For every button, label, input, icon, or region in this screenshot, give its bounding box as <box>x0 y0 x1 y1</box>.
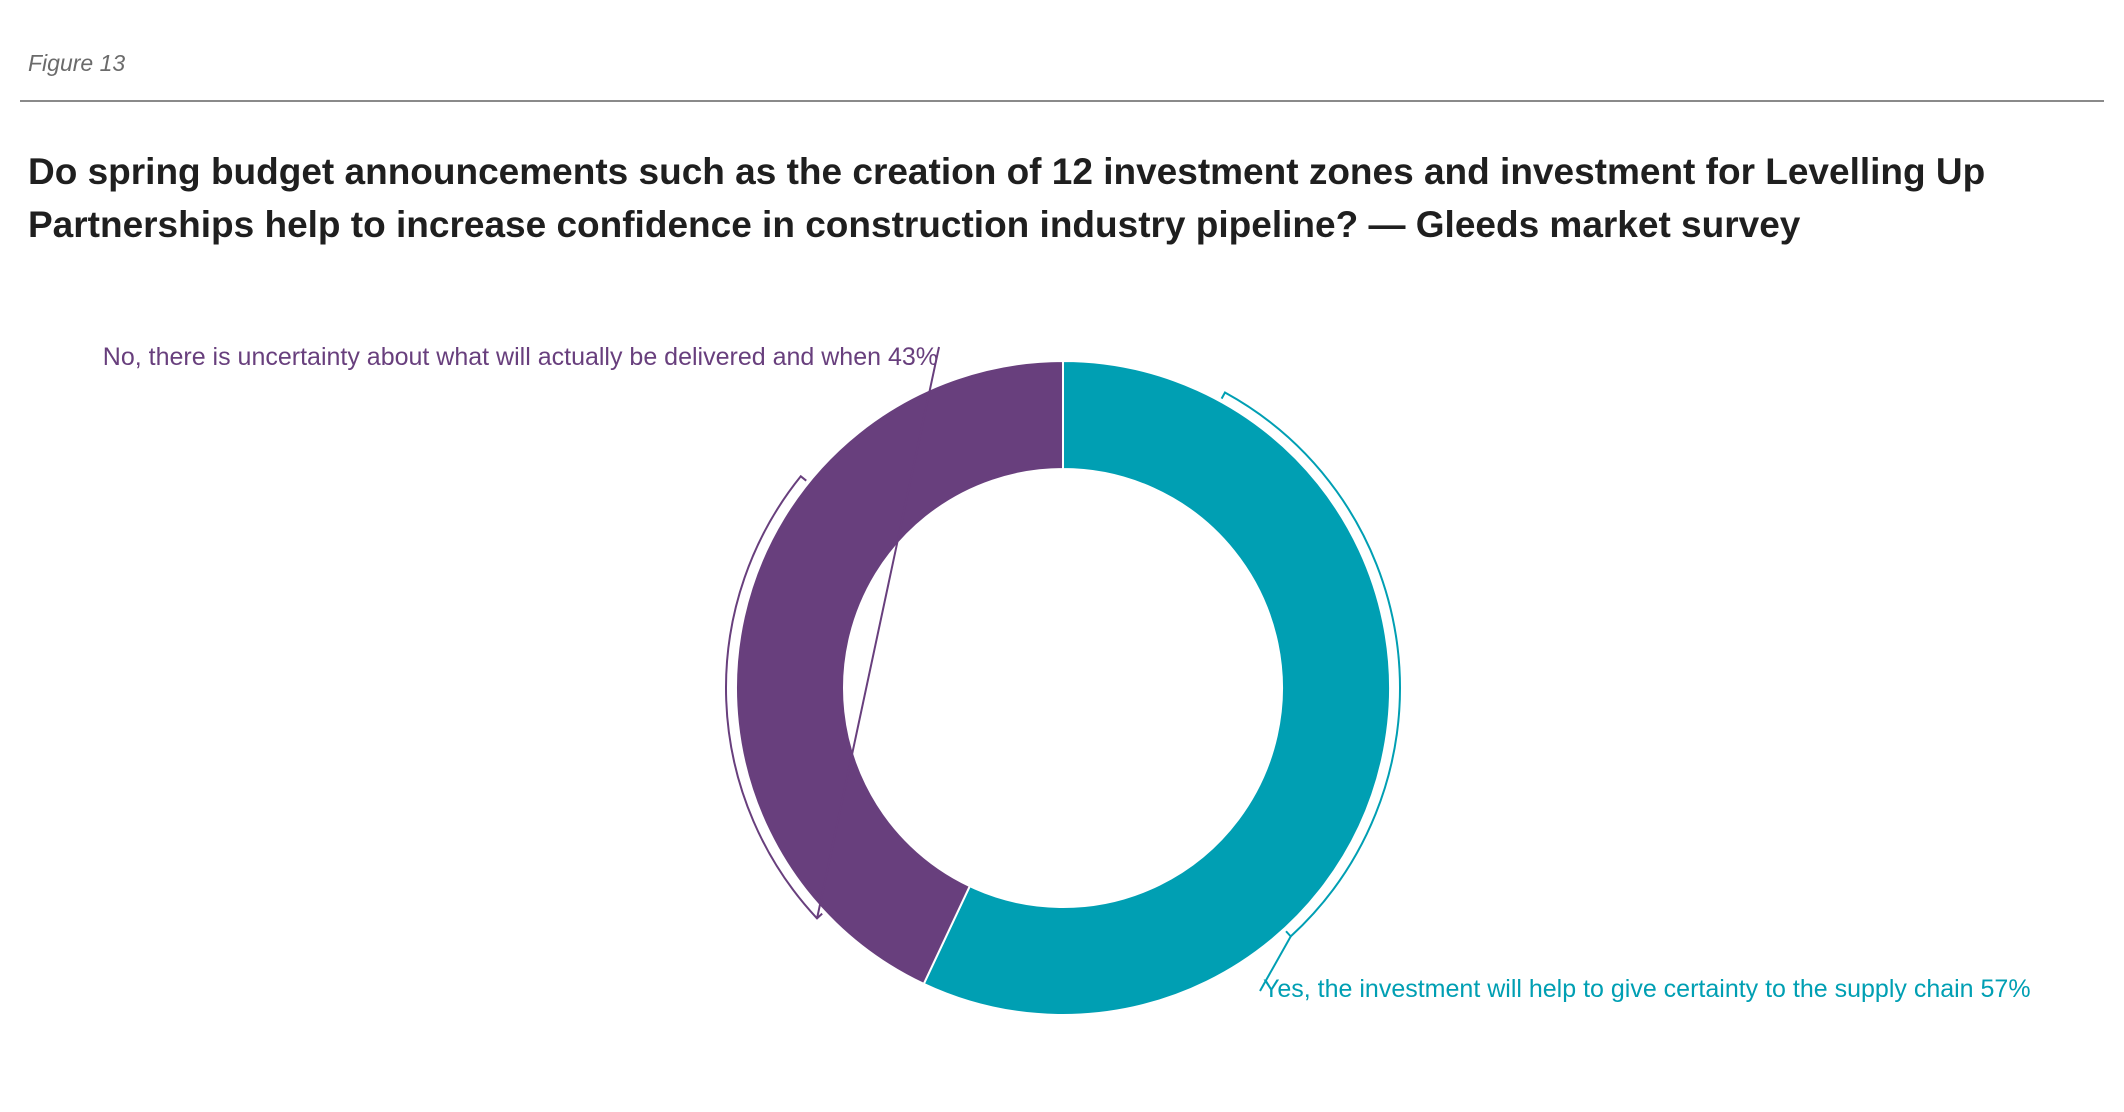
callout-leader-no <box>816 346 940 919</box>
callout-leader-yes <box>1259 935 1292 992</box>
donut-slice-yes <box>922 359 1391 1016</box>
figure-label: Figure 13 <box>28 50 126 76</box>
callout-bracket-yes <box>1220 391 1401 938</box>
slice-label-yes: Yes, the investment will help to give ce… <box>1263 975 2031 1003</box>
chart-title: Do spring budget announcements such as t… <box>28 151 1986 245</box>
callout-bracket-no <box>725 474 823 920</box>
donut-slices <box>735 359 1391 1016</box>
slice-label-no: No, there is uncertainty about what will… <box>103 343 938 371</box>
slice-labels: Yes, the investment will help to give ce… <box>103 343 2031 1003</box>
header-divider <box>20 100 2104 102</box>
donut-slice-no <box>735 359 1064 986</box>
slice-callouts <box>725 346 1401 992</box>
